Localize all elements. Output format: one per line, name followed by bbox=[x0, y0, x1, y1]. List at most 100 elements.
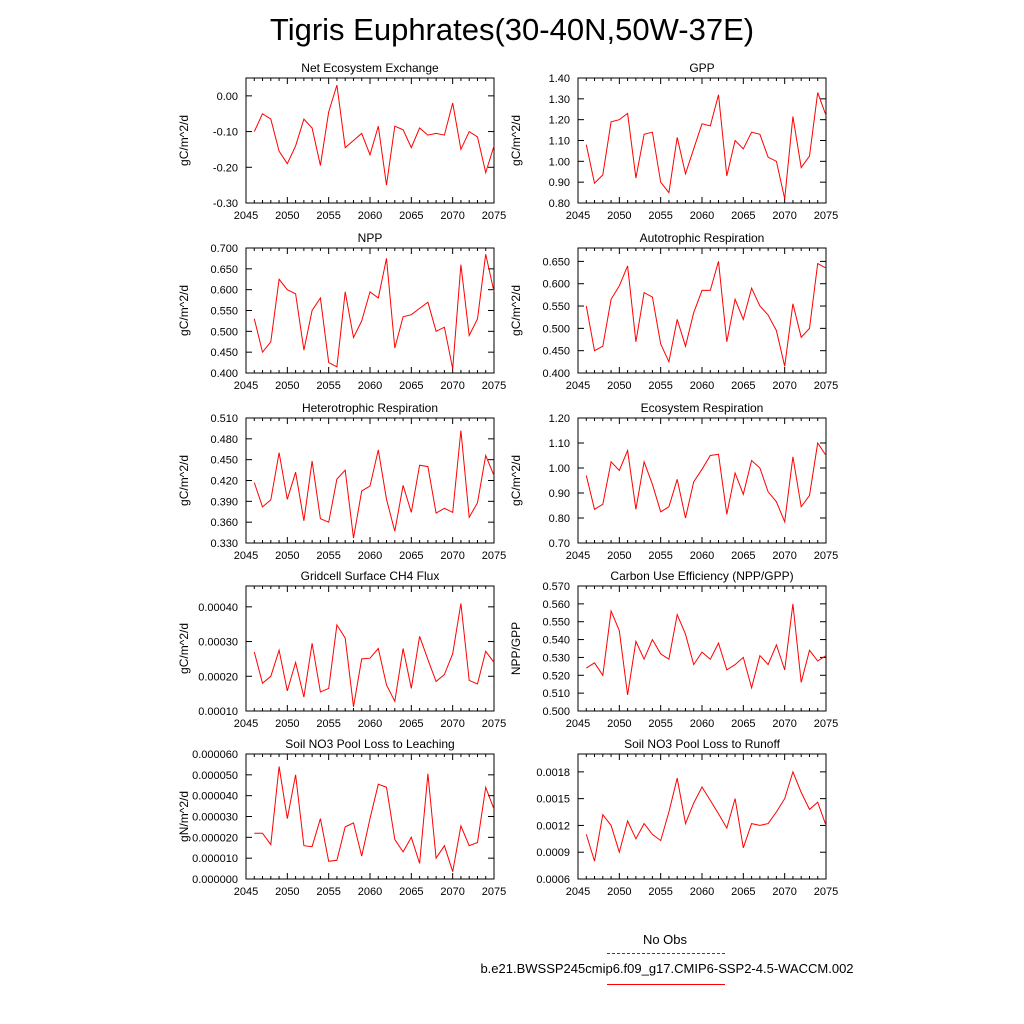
y-tick-label: 0.0006 bbox=[536, 874, 570, 886]
y-tick-label: 0.650 bbox=[210, 264, 238, 276]
y-tick-label: 0.0015 bbox=[536, 794, 570, 806]
y-tick-label: 0.600 bbox=[542, 279, 570, 291]
x-tick-label: 2070 bbox=[772, 886, 796, 898]
y-tick-label: 0.0012 bbox=[536, 820, 570, 832]
x-tick-label: 2045 bbox=[234, 550, 258, 562]
y-tick-label: 0.700 bbox=[210, 243, 238, 255]
x-tick-label: 2055 bbox=[316, 886, 340, 898]
y-tick-label: 1.10 bbox=[549, 438, 570, 450]
plot-frame bbox=[577, 753, 827, 880]
x-tick-label: 2065 bbox=[399, 718, 423, 730]
y-tick-label: 0.500 bbox=[210, 326, 238, 338]
chart-panel-3: NPP gC/m^2/d 2045 2050 2055 2060 2065 2070 2075 0… bbox=[177, 231, 506, 392]
x-tick-label: 2050 bbox=[607, 718, 631, 730]
y-tick-label: 0.00 bbox=[217, 91, 238, 103]
x-tick-label: 2075 bbox=[482, 718, 506, 730]
y-tick-label: 0.550 bbox=[210, 306, 238, 318]
y-tick-label: 0.540 bbox=[542, 635, 570, 647]
y-tick-label: 1.00 bbox=[549, 156, 570, 168]
x-tick-label: 2075 bbox=[482, 210, 506, 222]
x-tick-label: 2060 bbox=[690, 718, 714, 730]
x-tick-label: 2070 bbox=[440, 886, 464, 898]
chart-title: Ecosystem Respiration bbox=[641, 401, 764, 415]
chart-title: Gridcell Surface CH4 Flux bbox=[301, 569, 440, 583]
chart-panel-8: Carbon Use Efficiency (NPP/GPP) NPP/GPP 20… bbox=[509, 569, 838, 730]
chart-panel-10: Soil NO3 Pool Loss to Runoff 2045 2050 2055… bbox=[536, 737, 838, 898]
x-tick-label: 2045 bbox=[566, 550, 590, 562]
x-tick-label: 2050 bbox=[607, 210, 631, 222]
x-tick-label: 2070 bbox=[772, 718, 796, 730]
y-tick-label: 0.00010 bbox=[198, 706, 238, 718]
x-tick-label: 2055 bbox=[648, 718, 672, 730]
plot-frame bbox=[577, 417, 827, 544]
series-line-1 bbox=[253, 254, 495, 369]
series-line-1 bbox=[253, 430, 495, 539]
chart-panel-9: Soil NO3 Pool Loss to Leaching gN/m^2/d 20… bbox=[177, 737, 506, 898]
chart-title: GPP bbox=[689, 61, 714, 75]
x-tick-label: 2070 bbox=[440, 380, 464, 392]
x-tick-label: 2050 bbox=[275, 718, 299, 730]
x-tick-label: 2060 bbox=[690, 210, 714, 222]
y-tick-label: 0.510 bbox=[210, 413, 238, 425]
x-tick-label: 2050 bbox=[275, 380, 299, 392]
y-axis-label: gC/m^2/d bbox=[509, 455, 523, 506]
plot-frame bbox=[245, 417, 495, 544]
x-tick-label: 2055 bbox=[316, 380, 340, 392]
x-tick-label: 2070 bbox=[440, 550, 464, 562]
y-tick-label: 0.550 bbox=[542, 617, 570, 629]
x-tick-label: 2075 bbox=[482, 380, 506, 392]
y-tick-label: -0.10 bbox=[213, 127, 238, 139]
x-tick-label: 2055 bbox=[316, 210, 340, 222]
y-tick-label: 1.00 bbox=[549, 463, 570, 475]
chart-panel-2: GPP gC/m^2/d 2045 2050 2055 2060 2065 2070 2075 0… bbox=[509, 61, 838, 222]
series-line-1 bbox=[585, 770, 827, 862]
x-tick-label: 2065 bbox=[399, 380, 423, 392]
y-tick-label: 0.90 bbox=[549, 488, 570, 500]
y-tick-label: 0.330 bbox=[210, 538, 238, 550]
chart-title: Carbon Use Efficiency (NPP/GPP) bbox=[610, 569, 793, 583]
series-line-1 bbox=[254, 766, 495, 872]
x-tick-label: 2055 bbox=[316, 550, 340, 562]
x-tick-label: 2060 bbox=[358, 718, 382, 730]
series-line-1 bbox=[585, 441, 827, 524]
y-axis-label: gC/m^2/d bbox=[177, 115, 191, 166]
x-tick-label: 2060 bbox=[358, 210, 382, 222]
chart-title: Heterotrophic Respiration bbox=[302, 401, 438, 415]
chart-panel-6: Ecosystem Respiration gC/m^2/d 2045 2050 205… bbox=[509, 401, 838, 562]
y-tick-label: 0.530 bbox=[542, 652, 570, 664]
x-tick-label: 2045 bbox=[234, 718, 258, 730]
plot-frame bbox=[245, 77, 495, 204]
y-tick-label: 1.10 bbox=[549, 136, 570, 148]
series-line-1 bbox=[585, 92, 827, 199]
x-tick-label: 2070 bbox=[772, 550, 796, 562]
x-tick-label: 2050 bbox=[275, 886, 299, 898]
x-tick-label: 2075 bbox=[814, 718, 838, 730]
x-tick-label: 2045 bbox=[234, 886, 258, 898]
y-tick-label: 0.650 bbox=[542, 256, 570, 268]
x-tick-label: 2060 bbox=[358, 886, 382, 898]
series-line-1 bbox=[586, 603, 827, 695]
legend-model-label: b.e21.BWSSP245cmip6.f09_g17.CMIP6-SSP2-4… bbox=[480, 961, 854, 976]
y-tick-label: 0.500 bbox=[542, 323, 570, 335]
x-tick-label: 2060 bbox=[358, 380, 382, 392]
y-tick-label: 0.0009 bbox=[536, 847, 570, 859]
y-tick-label: 0.360 bbox=[210, 517, 238, 529]
chart-title: NPP bbox=[358, 231, 383, 245]
plot-frame bbox=[577, 247, 827, 374]
x-tick-label: 2060 bbox=[690, 886, 714, 898]
y-tick-label: 0.480 bbox=[210, 434, 238, 446]
y-tick-label: 0.70 bbox=[549, 538, 570, 550]
x-tick-label: 2055 bbox=[648, 380, 672, 392]
y-tick-label: 0.000020 bbox=[192, 832, 238, 844]
y-tick-label: 0.000060 bbox=[192, 749, 238, 761]
y-tick-label: 0.450 bbox=[210, 455, 238, 467]
y-tick-label: 0.520 bbox=[542, 670, 570, 682]
y-axis-label: gC/m^2/d bbox=[509, 285, 523, 336]
chart-title: Autotrophic Respiration bbox=[640, 231, 765, 245]
y-tick-label: 0.420 bbox=[210, 476, 238, 488]
y-axis-label: gN/m^2/d bbox=[177, 791, 191, 842]
x-tick-label: 2065 bbox=[731, 550, 755, 562]
series-line-1 bbox=[253, 603, 495, 707]
chart-panel-7: Gridcell Surface CH4 Flux gC/m^2/d 2045 205… bbox=[177, 569, 506, 730]
